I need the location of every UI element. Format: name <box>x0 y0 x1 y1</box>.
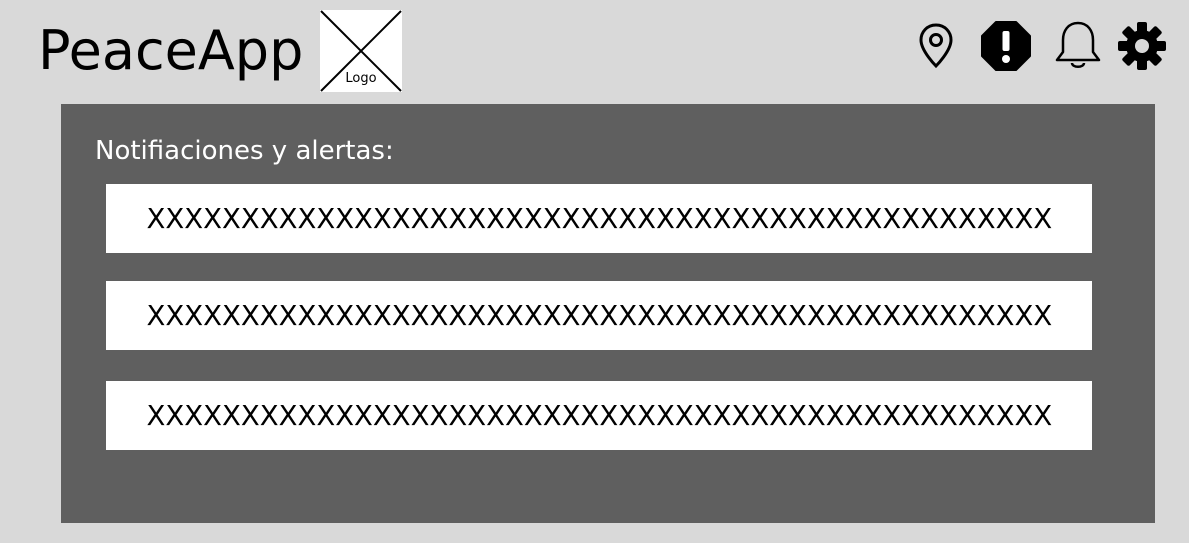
gear-icon[interactable] <box>1116 20 1168 72</box>
notification-text: XXXXXXXXXXXXXXXXXXXXXXXXXXXXXXXXXXXXXXXX… <box>146 299 1052 332</box>
notification-item[interactable]: XXXXXXXXXXXXXXXXXXXXXXXXXXXXXXXXXXXXXXXX… <box>106 381 1092 450</box>
location-pin-icon[interactable] <box>910 20 962 72</box>
notification-text: XXXXXXXXXXXXXXXXXXXXXXXXXXXXXXXXXXXXXXXX… <box>146 399 1052 432</box>
logo-placeholder: Logo <box>320 10 402 92</box>
notification-text: XXXXXXXXXXXXXXXXXXXXXXXXXXXXXXXXXXXXXXXX… <box>146 202 1052 235</box>
alert-octagon-icon[interactable] <box>980 20 1032 72</box>
notification-item[interactable]: XXXXXXXXXXXXXXXXXXXXXXXXXXXXXXXXXXXXXXXX… <box>106 184 1092 253</box>
notifications-panel: Notifiaciones y alertas: XXXXXXXXXXXXXXX… <box>61 104 1155 523</box>
bell-icon[interactable] <box>1052 20 1104 72</box>
notification-item[interactable]: XXXXXXXXXXXXXXXXXXXXXXXXXXXXXXXXXXXXXXXX… <box>106 281 1092 350</box>
logo-cross-icon <box>320 10 402 92</box>
app-title: PeaceApp <box>38 19 304 82</box>
notifications-heading: Notifiaciones y alertas: <box>95 136 394 166</box>
logo-label: Logo <box>345 71 377 86</box>
